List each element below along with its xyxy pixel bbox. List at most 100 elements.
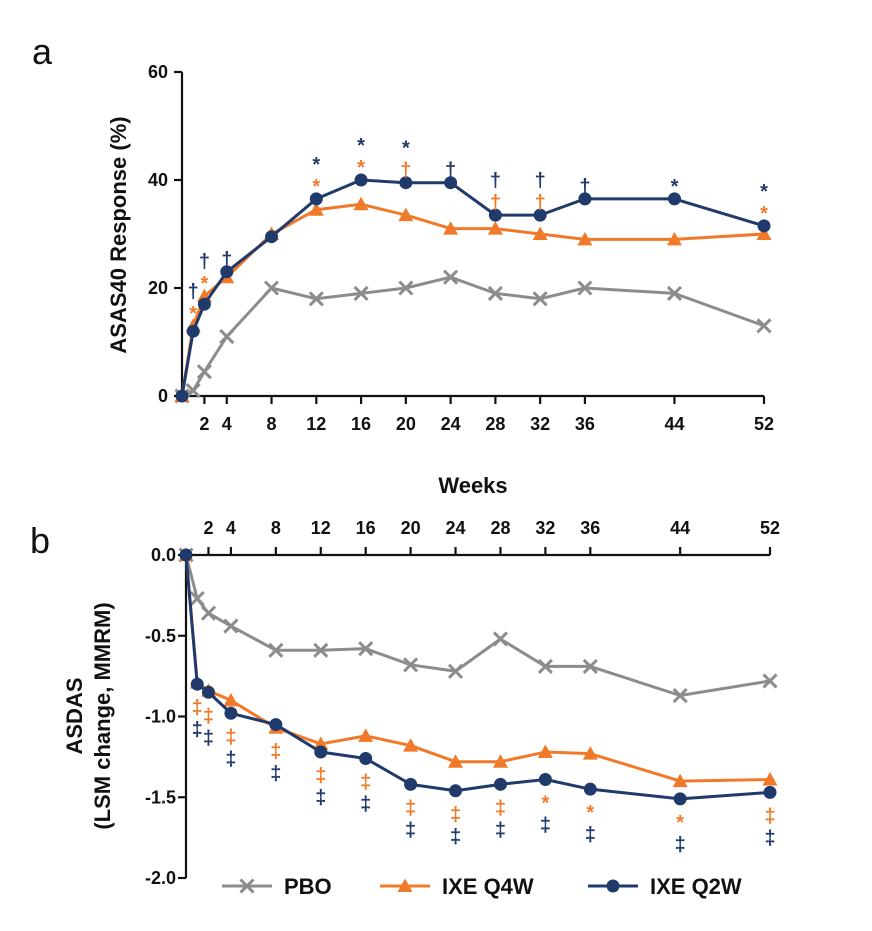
panel-a-sig-ixe-q4w-28: † — [490, 192, 501, 214]
panel-a-sig-ixe-q2w-2: † — [199, 251, 210, 273]
panel-b-sig-ixe-q4w-20: ‡ — [405, 797, 416, 819]
panel-b-point-ixe-q2w-10 — [538, 772, 552, 786]
panel-a-x-tick-label-10: 44 — [664, 414, 684, 434]
panel-a-point-pbo-9-stroke-2 — [487, 285, 503, 301]
panel-b-sig-ixe-q4w-32: * — [541, 792, 549, 814]
panel-a-point-pbo-6 — [353, 285, 369, 301]
panel-b-point-ixe-q2w-6 — [359, 751, 373, 765]
panel-b-point-pbo-9-stroke-2 — [492, 631, 509, 647]
panel-b-point-pbo-12-stroke-2 — [672, 687, 688, 704]
panel-b-sig-ixe-q2w-24: ‡ — [450, 826, 461, 848]
panel-a-x-tick-label-0: 2 — [199, 414, 209, 434]
panel-a-point-pbo-1-stroke-2 — [185, 383, 201, 399]
panel-b-y-tick-label-1: -0.5 — [145, 626, 176, 646]
panel-b-sig-ixe-q2w-1: ‡ — [192, 719, 203, 741]
panel-a-x-tick-label-9: 36 — [575, 414, 595, 434]
panel-b-sig-ixe-q4w-36: * — [586, 802, 594, 824]
panel-b-point-ixe-q2w-12 — [673, 792, 687, 806]
panel-b-point-pbo-8 — [447, 663, 464, 679]
panel-a-sig-ixe-q2w-24: † — [445, 160, 456, 182]
panel-b-y-tick-label-0: 0.0 — [151, 545, 176, 565]
legend-marker-pbo-stroke-2 — [239, 878, 255, 894]
panel-b-point-ixe-q4w-10 — [537, 744, 553, 759]
panel-b-y-tick-label-2: -1.0 — [145, 707, 176, 727]
panel-b-x-tick-label-10: 44 — [670, 518, 690, 538]
panel-a-point-ixe-q4w-13 — [756, 226, 772, 240]
legend-label-ixe-q2w: IXE Q2W — [650, 874, 742, 899]
panel-b-point-pbo-8-stroke-2 — [447, 663, 464, 679]
panel-a-point-ixe-q4w-9 — [487, 221, 503, 235]
panel-a-ylabel: ASAS40 Response (%) — [106, 116, 131, 353]
panel-a-sig-ixe-q4w-20: † — [400, 160, 411, 182]
panel-a-point-pbo-2-stroke-2 — [196, 364, 212, 380]
panel-a-line-ixe-q2w — [180, 178, 765, 397]
panel-b-x-tick-label-0: 2 — [203, 518, 213, 538]
panel-a-x-tick-label-2: 8 — [267, 414, 277, 434]
panel-a-y-tick-label-0: 0 — [158, 386, 168, 406]
panel-b-sig-ixe-q4w-52: ‡ — [764, 805, 775, 827]
panel-b-label: b — [30, 520, 50, 561]
panel-b-point-ixe-q2w-1 — [190, 677, 204, 691]
panel-b-point-pbo-6 — [358, 641, 374, 657]
panel-a-x-tick-label-8: 32 — [530, 414, 550, 434]
panel-b-point-ixe-q4w-11 — [582, 746, 598, 760]
panel-b-x-tick-label-7: 28 — [490, 518, 510, 538]
panel-a-point-ixe-q4w-8 — [443, 221, 459, 235]
panel-a-label: a — [32, 31, 53, 72]
panel-a-point-pbo-8-stroke-2 — [443, 269, 459, 285]
panel-a-point-ixe-q2w-11 — [578, 192, 592, 206]
panel-a-point-pbo-11 — [577, 280, 593, 296]
panel-a-series-ixe-q4w — [174, 196, 772, 402]
panel-a-point-ixe-q4w-7 — [398, 207, 414, 222]
panel-b-point-pbo-7 — [403, 657, 419, 673]
panel-b-sig-ixe-q2w-52: ‡ — [764, 827, 775, 849]
panel-b-sig-ixe-q4w-28: ‡ — [495, 797, 506, 819]
panel-a-x-tick-label-6: 24 — [441, 414, 461, 434]
panel-a-sig-ixe-q2w-36: † — [579, 176, 590, 198]
panel-a-point-pbo-10 — [532, 291, 548, 307]
panel-a-point-pbo-3-stroke-2 — [219, 329, 235, 345]
panel-a-sig-ixe-q4w-2: * — [200, 273, 208, 295]
panel-b-point-pbo-4-stroke-2 — [268, 642, 284, 658]
panel-a-point-pbo-5 — [308, 291, 324, 307]
panel-a-sig-ixe-q2w-32: † — [535, 170, 546, 192]
panel-a-sig-ixe-q2w-52: * — [760, 181, 768, 203]
panel-b-point-ixe-q2w-0 — [179, 548, 193, 562]
legend-marker-ixe-q4w — [397, 878, 413, 892]
panel-b-point-ixe-q2w-8 — [449, 784, 463, 798]
panel-b-sig-ixe-q2w-44: ‡ — [675, 834, 686, 856]
panel-b-sig-ixe-q2w-8: ‡ — [270, 763, 281, 785]
panel-a-series-pbo — [174, 269, 772, 404]
legend-label-pbo: PBO — [284, 874, 332, 899]
panel-b-y-tick-label-4: -2.0 — [145, 868, 176, 888]
panel-b-point-pbo-2 — [200, 605, 217, 621]
panel-b-series-ixe-q4w — [178, 547, 778, 788]
panel-b-series-ixe-q2w — [179, 548, 777, 806]
panel-a-point-ixe-q2w-5 — [309, 192, 323, 206]
panel-b-point-pbo-7-stroke-2 — [403, 657, 419, 673]
panel-b-x-tick-label-11: 52 — [760, 518, 780, 538]
panel-b-point-ixe-q2w-13 — [763, 785, 777, 799]
panel-b-point-pbo-13 — [762, 673, 778, 689]
panel-b-point-pbo-3-stroke-2 — [223, 618, 239, 634]
panel-b-sig-ixe-q2w-36: ‡ — [585, 824, 596, 846]
panel-b-point-ixe-q2w-11 — [583, 782, 597, 796]
panel-a-point-ixe-q2w-8 — [444, 176, 458, 190]
shared-x-label: Weeks — [438, 473, 507, 498]
panel-b-x-tick-label-8: 32 — [535, 518, 555, 538]
panel-a-point-ixe-q4w-10 — [532, 226, 548, 240]
panel-b-x-tick-label-1: 4 — [226, 518, 236, 538]
panel-a-point-ixe-q2w-1 — [186, 324, 200, 338]
panel-b-point-ixe-q4w-12 — [672, 773, 688, 788]
panel-a-point-pbo-7 — [398, 280, 414, 296]
panel-a-sig-ixe-q2w-16: * — [357, 135, 365, 157]
legend-item-ixe-q4w: IXE Q4W — [380, 874, 534, 899]
panel-a-sig-ixe-q2w-1: † — [188, 281, 199, 303]
panel-b-point-pbo-6-stroke-2 — [358, 641, 374, 657]
panel-b-point-pbo-3 — [223, 618, 239, 634]
panel-a-x-tick-label-11: 52 — [754, 414, 774, 434]
panel-a-point-ixe-q2w-6 — [354, 173, 368, 187]
panel-b-y-tick-label-3: -1.5 — [145, 787, 176, 807]
panel-b-ylabel-line2: (LSM change, MMRM) — [90, 602, 115, 829]
panel-a-point-pbo-7-stroke-2 — [398, 280, 414, 296]
